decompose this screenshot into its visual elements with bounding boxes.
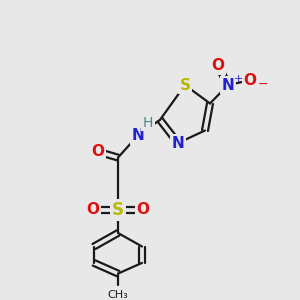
Text: O: O [244,73,256,88]
Text: S: S [179,78,191,93]
Text: N: N [132,128,144,143]
Text: O: O [92,144,104,159]
Text: O: O [86,202,100,217]
Text: S: S [112,201,124,219]
Text: O: O [136,202,149,217]
Text: H: H [143,116,153,130]
Text: H: H [143,116,153,130]
Text: N: N [222,78,234,93]
Text: −: − [258,78,268,91]
Text: N: N [172,136,184,151]
Text: +: + [233,74,243,84]
Text: CH₃: CH₃ [108,290,128,300]
Text: O: O [212,58,224,73]
